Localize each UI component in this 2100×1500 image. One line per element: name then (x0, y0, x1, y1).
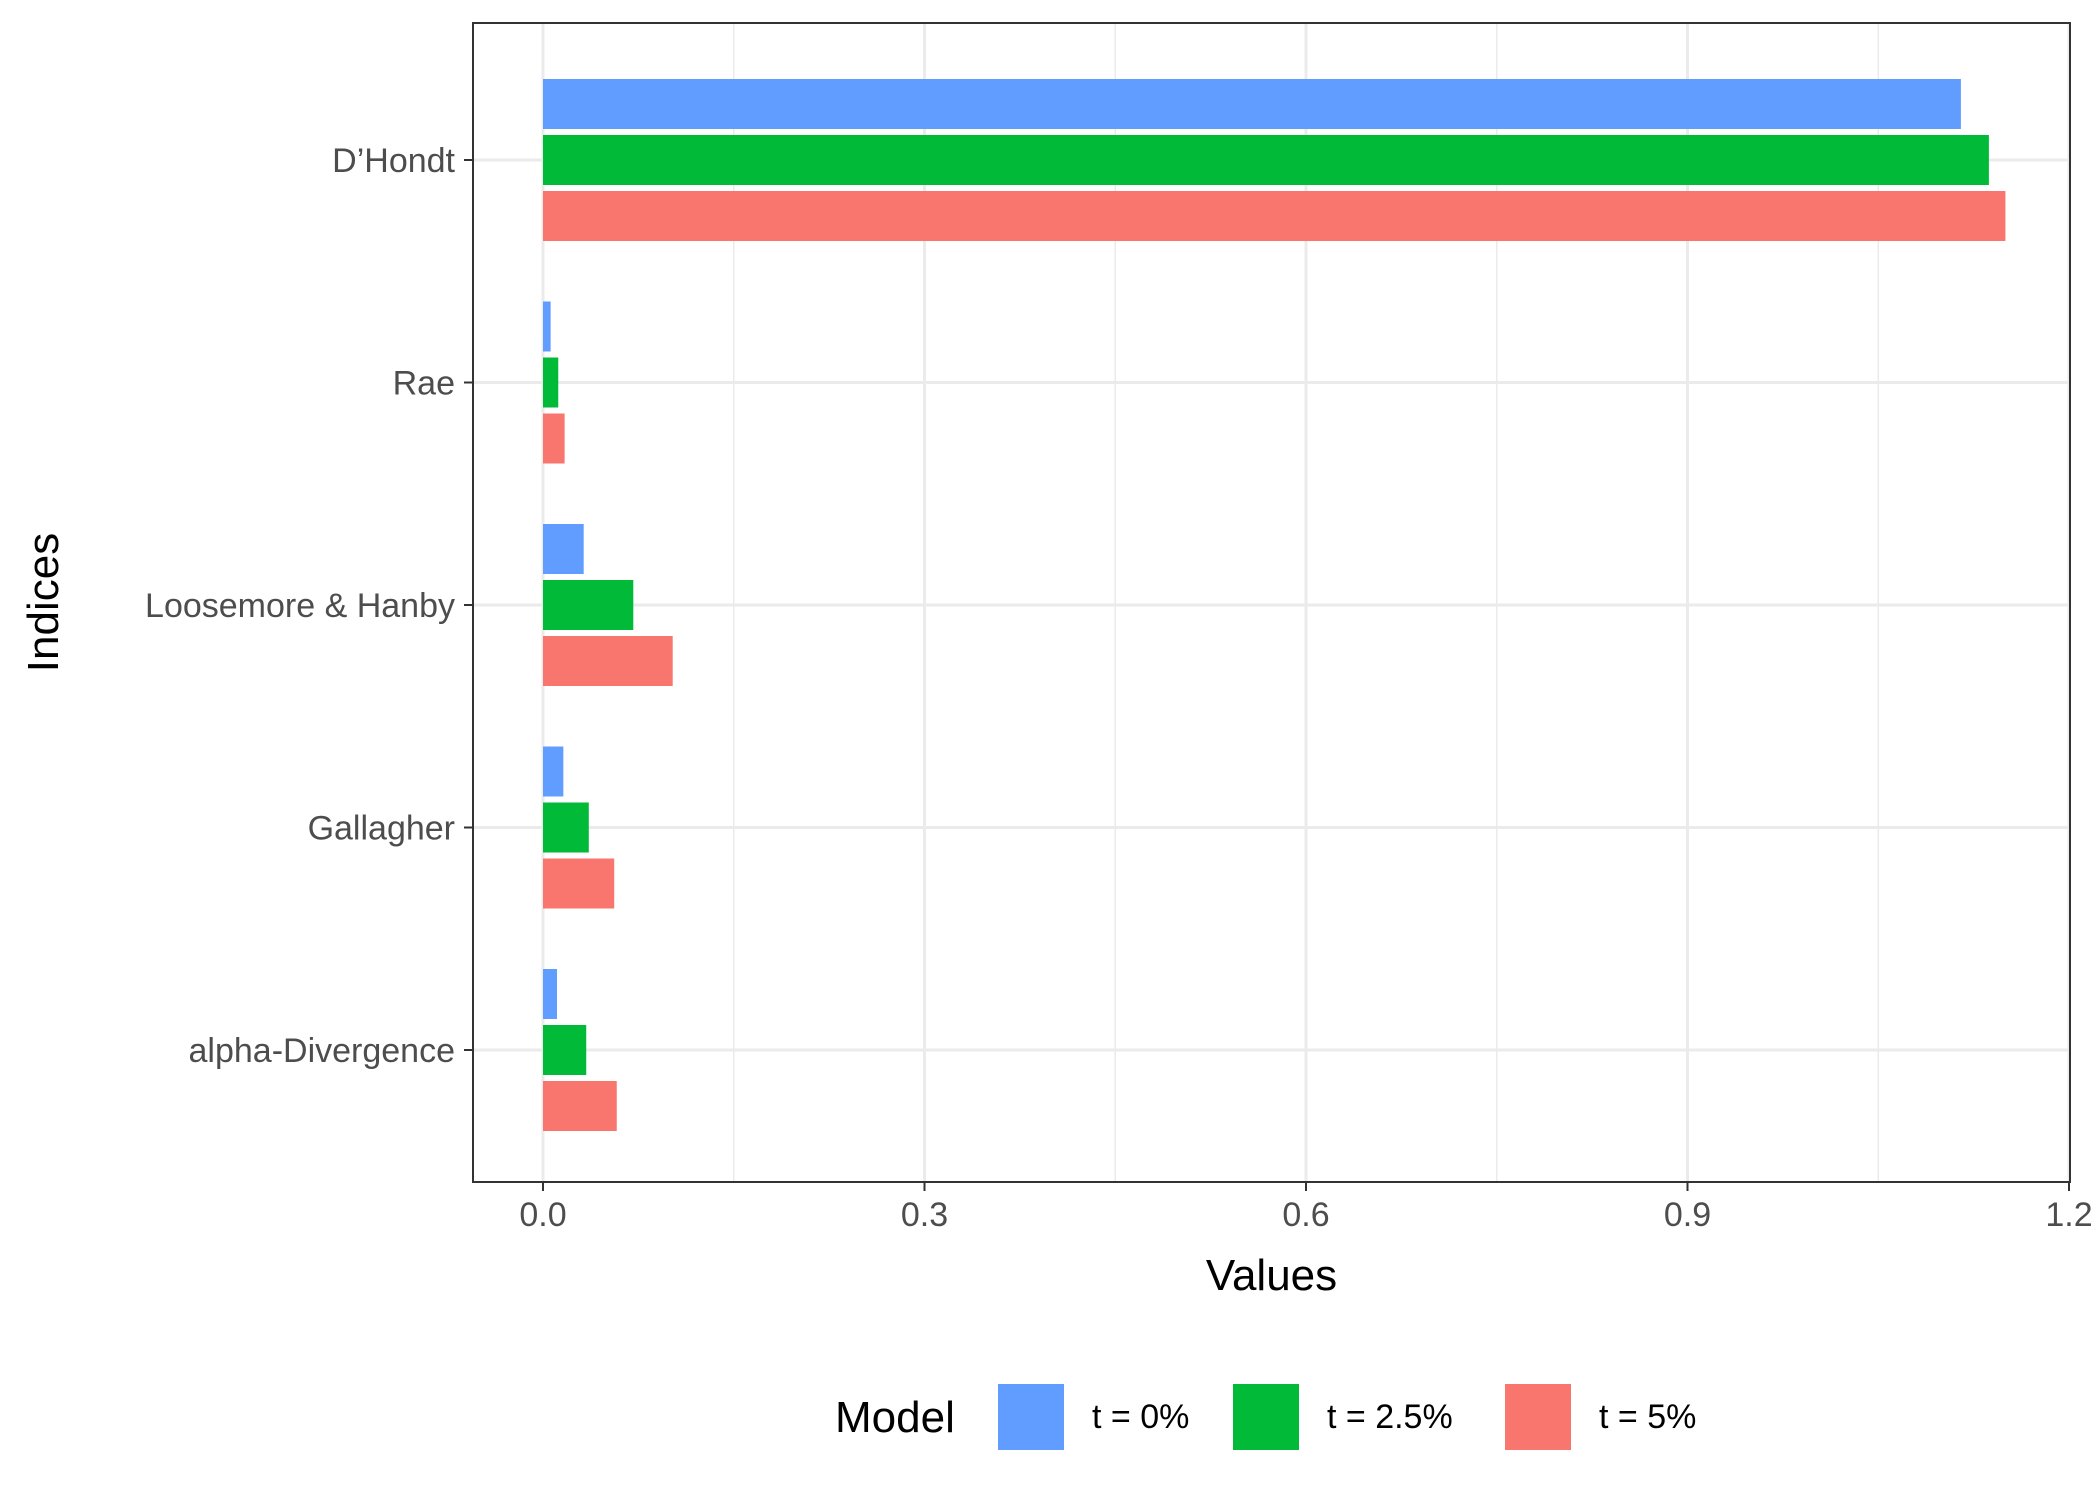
bar (543, 79, 1961, 129)
x-tick-label: 0.3 (901, 1196, 948, 1234)
y-axis-title: Indices (19, 533, 68, 672)
x-tick-label: 1.2 (2045, 1196, 2092, 1234)
legend-label: t = 2.5% (1327, 1398, 1453, 1436)
bar (543, 802, 589, 853)
x-tick-label: 0.6 (1282, 1196, 1329, 1234)
bar (543, 357, 559, 408)
bar (543, 191, 2006, 241)
y-tick-label: D’Hondt (332, 142, 455, 180)
y-tick-label: alpha-Divergence (189, 1032, 456, 1070)
y-axis: D’Hondt Rae Loosemore & Hanby Gallagher alph… (145, 142, 473, 1070)
bar (543, 1025, 587, 1075)
bar (543, 301, 551, 352)
legend: Model t = 0% t = 2.5% t = 5% (835, 1384, 1696, 1450)
x-axis-title: Values (1206, 1251, 1337, 1300)
legend-key (1505, 1384, 1571, 1450)
bars (543, 79, 2006, 1131)
bar (543, 636, 673, 686)
y-tick-label: Loosemore & Hanby (145, 587, 455, 625)
panel-border (472, 22, 2071, 1183)
legend-label: t = 0% (1092, 1398, 1189, 1436)
x-axis: 0.0 0.3 0.6 0.9 1.2 (519, 1182, 2093, 1234)
bar (543, 413, 565, 464)
bar (543, 969, 557, 1019)
legend-key (998, 1384, 1064, 1450)
x-tick-label: 0.9 (1664, 1196, 1711, 1234)
legend-title: Model (835, 1393, 955, 1442)
bar (543, 746, 564, 797)
bar (543, 580, 634, 630)
y-tick-label: Rae (393, 365, 455, 403)
bar (543, 524, 584, 574)
y-tick-label: Gallagher (308, 810, 455, 848)
bar (543, 135, 1989, 185)
legend-label: t = 5% (1599, 1398, 1696, 1436)
bar (543, 1081, 617, 1131)
x-tick-label: 0.0 (519, 1196, 566, 1234)
bar (543, 858, 615, 909)
legend-key (1233, 1384, 1299, 1450)
